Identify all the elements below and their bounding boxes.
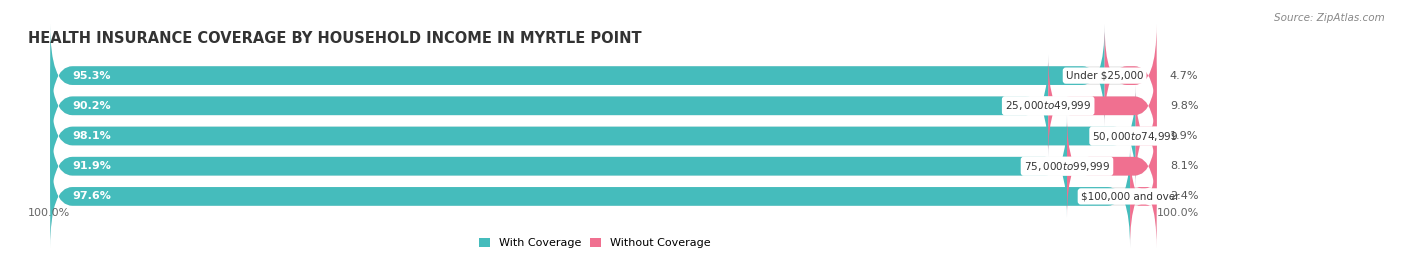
Text: 8.1%: 8.1% bbox=[1170, 161, 1198, 171]
FancyBboxPatch shape bbox=[51, 85, 1157, 187]
FancyBboxPatch shape bbox=[51, 145, 1130, 247]
FancyBboxPatch shape bbox=[1135, 85, 1157, 187]
FancyBboxPatch shape bbox=[51, 55, 1049, 157]
Text: $50,000 to $74,999: $50,000 to $74,999 bbox=[1092, 129, 1178, 143]
Text: 91.9%: 91.9% bbox=[72, 161, 111, 171]
FancyBboxPatch shape bbox=[51, 115, 1067, 217]
FancyBboxPatch shape bbox=[1067, 115, 1157, 217]
Text: 90.2%: 90.2% bbox=[72, 101, 111, 111]
Text: Source: ZipAtlas.com: Source: ZipAtlas.com bbox=[1274, 13, 1385, 23]
Text: $75,000 to $99,999: $75,000 to $99,999 bbox=[1024, 160, 1111, 173]
FancyBboxPatch shape bbox=[1130, 145, 1157, 247]
FancyBboxPatch shape bbox=[51, 24, 1157, 127]
Text: 100.0%: 100.0% bbox=[1157, 208, 1199, 218]
Text: 9.8%: 9.8% bbox=[1170, 101, 1198, 111]
Text: $25,000 to $49,999: $25,000 to $49,999 bbox=[1005, 99, 1091, 112]
Text: $100,000 and over: $100,000 and over bbox=[1081, 192, 1180, 201]
Legend: With Coverage, Without Coverage: With Coverage, Without Coverage bbox=[475, 233, 716, 253]
Text: 95.3%: 95.3% bbox=[72, 70, 111, 81]
FancyBboxPatch shape bbox=[51, 55, 1157, 157]
FancyBboxPatch shape bbox=[51, 115, 1157, 217]
Text: HEALTH INSURANCE COVERAGE BY HOUSEHOLD INCOME IN MYRTLE POINT: HEALTH INSURANCE COVERAGE BY HOUSEHOLD I… bbox=[28, 31, 641, 46]
Text: 97.6%: 97.6% bbox=[72, 192, 111, 201]
Text: 2.4%: 2.4% bbox=[1170, 192, 1198, 201]
Text: 98.1%: 98.1% bbox=[72, 131, 111, 141]
FancyBboxPatch shape bbox=[1049, 55, 1157, 157]
FancyBboxPatch shape bbox=[51, 145, 1157, 247]
Text: 4.7%: 4.7% bbox=[1170, 70, 1198, 81]
FancyBboxPatch shape bbox=[51, 24, 1105, 127]
FancyBboxPatch shape bbox=[1105, 24, 1157, 127]
Text: Under $25,000: Under $25,000 bbox=[1066, 70, 1143, 81]
Text: 100.0%: 100.0% bbox=[28, 208, 70, 218]
FancyBboxPatch shape bbox=[51, 85, 1136, 187]
Text: 1.9%: 1.9% bbox=[1170, 131, 1198, 141]
